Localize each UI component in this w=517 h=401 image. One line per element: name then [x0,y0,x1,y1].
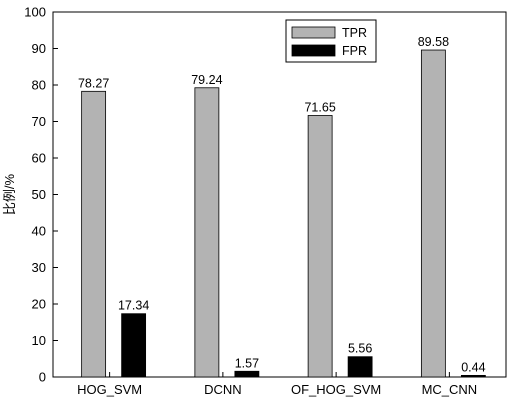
bar-fpr [347,356,373,378]
y-tick-label: 10 [32,333,46,348]
y-axis-label: 比例/% [2,173,17,215]
y-tick-label: 80 [32,78,46,93]
legend-swatch-tpr [291,26,336,39]
bar-tpr [81,90,107,378]
bar-fpr [460,374,486,378]
bars [81,49,486,378]
data-label-tpr: 79.24 [191,73,222,87]
data-labels: 78.27 17.34 79.24 1.57 71.65 5.56 89.58 0.44 [78,35,486,374]
bar-tpr [194,87,220,378]
axes: 0 10 20 30 40 50 60 70 80 90 100 HOG_SVM DCNN OF_HOG_… [24,5,507,397]
bar-tpr [420,49,446,378]
data-label-tpr: 78.27 [78,76,109,90]
y-tick-label: 40 [32,224,46,239]
data-label-tpr: 89.58 [418,35,449,49]
data-label-fpr: 5.56 [348,342,372,356]
y-tick-label: 100 [24,5,46,20]
y-tick-label: 0 [39,370,46,385]
y-tick-label: 20 [32,297,46,312]
legend-label-fpr: FPR [342,44,367,58]
data-label-fpr: 17.34 [118,299,149,313]
y-tick-label: 70 [32,114,46,129]
data-label-tpr: 71.65 [304,100,335,114]
bar-fpr [234,370,260,378]
x-category-label: DCNN [204,382,242,397]
x-category-label: HOG_SVM [77,382,142,397]
y-tick-label: 50 [32,187,46,202]
x-category-label: OF_HOG_SVM [291,382,381,397]
y-tick-label: 30 [32,260,46,275]
data-label-fpr: 1.57 [235,356,259,370]
y-tick-label: 60 [32,151,46,166]
legend-swatch-fpr [291,44,336,57]
legend: TPR FPR [285,19,377,63]
y-tick-label: 90 [32,41,46,56]
bar-tpr [307,115,333,378]
x-category-label: MC_CNN [422,382,478,397]
bar-fpr [121,313,147,378]
legend-label-tpr: TPR [342,26,367,40]
data-label-fpr: 0.44 [461,360,485,374]
